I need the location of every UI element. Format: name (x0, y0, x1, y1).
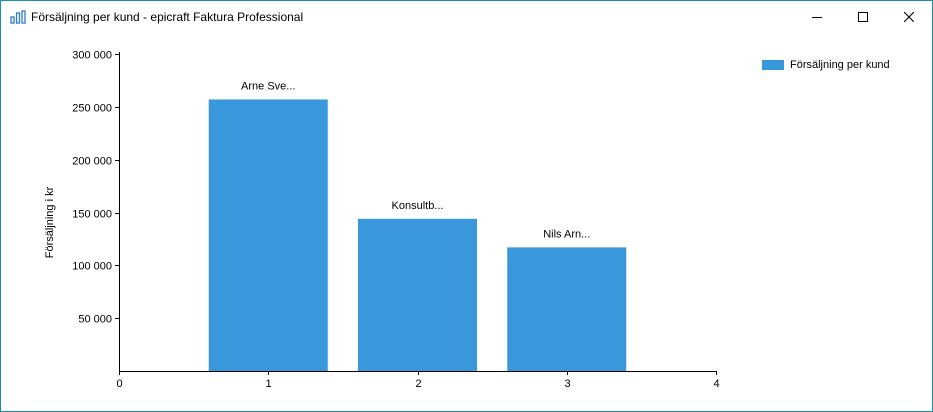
close-button[interactable] (886, 1, 932, 32)
bars (208, 99, 627, 371)
minimize-button[interactable] (794, 1, 840, 32)
bar-data-label: Konsultb... (392, 200, 444, 212)
x-tick-label: 1 (265, 378, 271, 390)
bar-chart-icon (10, 10, 26, 24)
bar[interactable] (208, 99, 328, 371)
legend: Försäljning per kund (762, 59, 890, 71)
x-tick-label: 2 (415, 378, 421, 390)
y-tick-label: 300 000 (72, 50, 112, 62)
x-tick-label: 0 (116, 378, 122, 390)
close-icon (904, 11, 914, 22)
bar-data-label: Arne Sve... (241, 80, 295, 92)
window-title: Försäljning per kund - epicraft Faktura … (31, 10, 304, 24)
y-tick-label: 150 000 (72, 209, 112, 221)
title-bar[interactable]: Försäljning per kund - epicraft Faktura … (1, 1, 932, 32)
legend-label: Försäljning per kund (790, 59, 890, 71)
bar[interactable] (507, 247, 627, 371)
y-axis: 50 000 100 000 150 000 200 000 250 000 300 00… (72, 50, 120, 372)
y-axis-label: Försäljning i kr (44, 186, 56, 258)
y-tick-label: 50 000 (78, 314, 112, 326)
x-tick-label: 3 (564, 378, 570, 390)
bar-labels: Arne Sve... Konsultb... Nils Arn... (241, 80, 590, 240)
bar-data-label: Nils Arn... (543, 228, 590, 240)
maximize-icon (858, 11, 868, 22)
y-tick-label: 250 000 (72, 103, 112, 115)
legend-swatch (762, 60, 784, 70)
minimize-icon (812, 16, 822, 18)
y-tick-label: 200 000 (72, 156, 112, 168)
maximize-button[interactable] (840, 1, 886, 32)
x-tick-label: 4 (713, 378, 719, 390)
x-axis: 0 1 2 3 4 (116, 371, 720, 390)
bar-chart: 50 000 100 000 150 000 200 000 250 000 300 00… (44, 50, 720, 391)
bar[interactable] (358, 218, 477, 371)
y-tick-label: 100 000 (72, 261, 112, 273)
